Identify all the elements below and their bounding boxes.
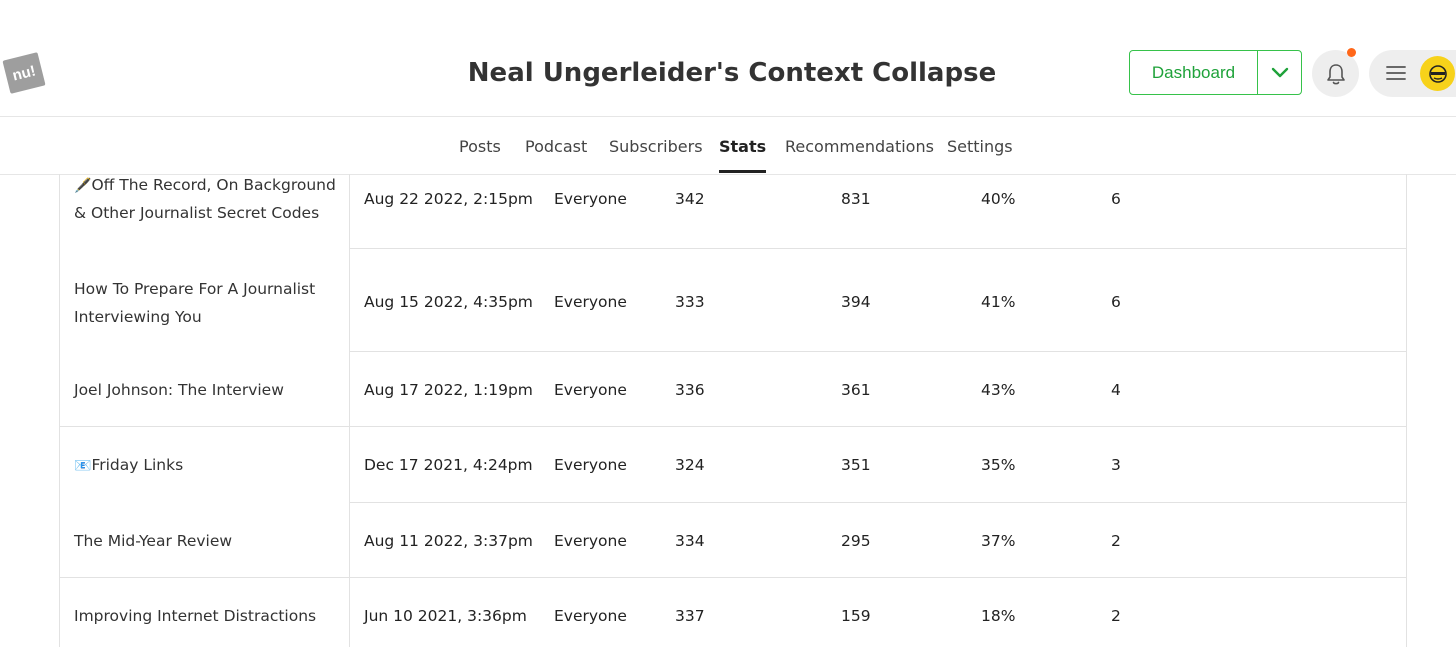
post-title[interactable]: 📧Friday Links	[74, 456, 184, 474]
post-open-rate: 35%	[981, 456, 1016, 474]
tab-stats[interactable]: Stats	[719, 137, 767, 173]
post-sent: 334	[675, 532, 705, 550]
post-count: 4	[1111, 381, 1121, 399]
post-sent: 337	[675, 607, 705, 625]
table-row[interactable]: 📧Friday Links Dec 17 2021, 4:24pm Everyo…	[60, 427, 1406, 503]
post-views: 394	[841, 293, 871, 311]
post-audience: Everyone	[554, 456, 627, 474]
row-divider	[350, 351, 1406, 352]
pen-icon: 🖋️	[74, 178, 92, 194]
post-count: 3	[1111, 456, 1121, 474]
post-views: 361	[841, 381, 871, 399]
post-title[interactable]: Joel Johnson: The Interview	[74, 381, 284, 399]
post-open-rate: 43%	[981, 381, 1016, 399]
post-title[interactable]: 🖋️Off The Record, On Background & Other …	[74, 176, 336, 222]
tab-subscribers[interactable]: Subscribers	[609, 137, 703, 156]
post-sent: 342	[675, 190, 705, 208]
post-count: 2	[1111, 607, 1121, 625]
post-audience: Everyone	[554, 532, 627, 550]
post-title[interactable]: The Mid-Year Review	[74, 532, 233, 550]
table-row[interactable]: The Mid-Year Review Aug 11 2022, 3:37pm …	[60, 503, 1406, 578]
table-row[interactable]: 🖋️Off The Record, On Background & Other …	[60, 174, 1406, 249]
dashboard-dropdown-button[interactable]	[1258, 51, 1301, 94]
site-header: nu! Neal Ungerleider's Context Collapse …	[0, 0, 1456, 117]
post-title[interactable]: How To Prepare For A Journalist Intervie…	[74, 280, 316, 326]
post-count: 6	[1111, 293, 1121, 311]
row-divider	[350, 502, 1406, 503]
site-title[interactable]: Neal Ungerleider's Context Collapse	[467, 58, 997, 88]
table-row[interactable]: How To Prepare For A Journalist Intervie…	[60, 249, 1406, 352]
post-sent: 336	[675, 381, 705, 399]
avatar	[1420, 56, 1455, 91]
post-stats-table: 🖋️Off The Record, On Background & Other …	[59, 174, 1407, 647]
post-date: Aug 22 2022, 2:15pm	[364, 190, 533, 208]
post-date: Jun 10 2021, 3:36pm	[364, 607, 527, 625]
post-open-rate: 40%	[981, 190, 1016, 208]
post-views: 295	[841, 532, 871, 550]
tab-settings[interactable]: Settings	[947, 137, 1013, 156]
hamburger-icon	[1386, 66, 1406, 80]
post-audience: Everyone	[554, 190, 627, 208]
tab-recommendations[interactable]: Recommendations	[785, 137, 934, 156]
post-sent: 333	[675, 293, 705, 311]
row-divider	[60, 426, 1406, 427]
post-audience: Everyone	[554, 607, 627, 625]
post-count: 2	[1111, 532, 1121, 550]
post-open-rate: 37%	[981, 532, 1016, 550]
post-audience: Everyone	[554, 381, 627, 399]
post-title[interactable]: Improving Internet Distractions	[74, 607, 317, 625]
post-date: Aug 17 2022, 1:19pm	[364, 381, 533, 399]
post-views: 351	[841, 456, 871, 474]
post-date: Aug 15 2022, 4:35pm	[364, 293, 533, 311]
post-audience: Everyone	[554, 293, 627, 311]
post-sent: 324	[675, 456, 705, 474]
dashboard-nav: Posts Podcast Subscribers Stats Recommen…	[0, 117, 1456, 175]
notification-dot	[1347, 48, 1356, 57]
post-open-rate: 41%	[981, 293, 1016, 311]
bell-icon	[1326, 63, 1345, 84]
post-date: Aug 11 2022, 3:37pm	[364, 532, 533, 550]
chevron-down-icon	[1271, 67, 1288, 77]
tab-podcast[interactable]: Podcast	[525, 137, 588, 156]
post-views: 831	[841, 190, 871, 208]
row-divider	[60, 577, 1406, 578]
table-row[interactable]: Improving Internet Distractions Jun 10 2…	[60, 578, 1406, 647]
avatar-face-icon	[1428, 64, 1447, 83]
dashboard-button[interactable]: Dashboard	[1130, 51, 1258, 94]
dashboard-split-button: Dashboard	[1129, 50, 1302, 95]
table-row[interactable]: Joel Johnson: The Interview Aug 17 2022,…	[60, 352, 1406, 427]
post-views: 159	[841, 607, 871, 625]
row-divider	[350, 248, 1406, 249]
column-divider	[349, 174, 350, 647]
post-open-rate: 18%	[981, 607, 1016, 625]
tab-posts[interactable]: Posts	[459, 137, 501, 156]
email-icon: 📧	[74, 458, 92, 474]
notifications-button[interactable]	[1312, 48, 1359, 97]
account-menu-button[interactable]	[1369, 50, 1456, 97]
post-count: 6	[1111, 190, 1121, 208]
post-date: Dec 17 2021, 4:24pm	[364, 456, 533, 474]
